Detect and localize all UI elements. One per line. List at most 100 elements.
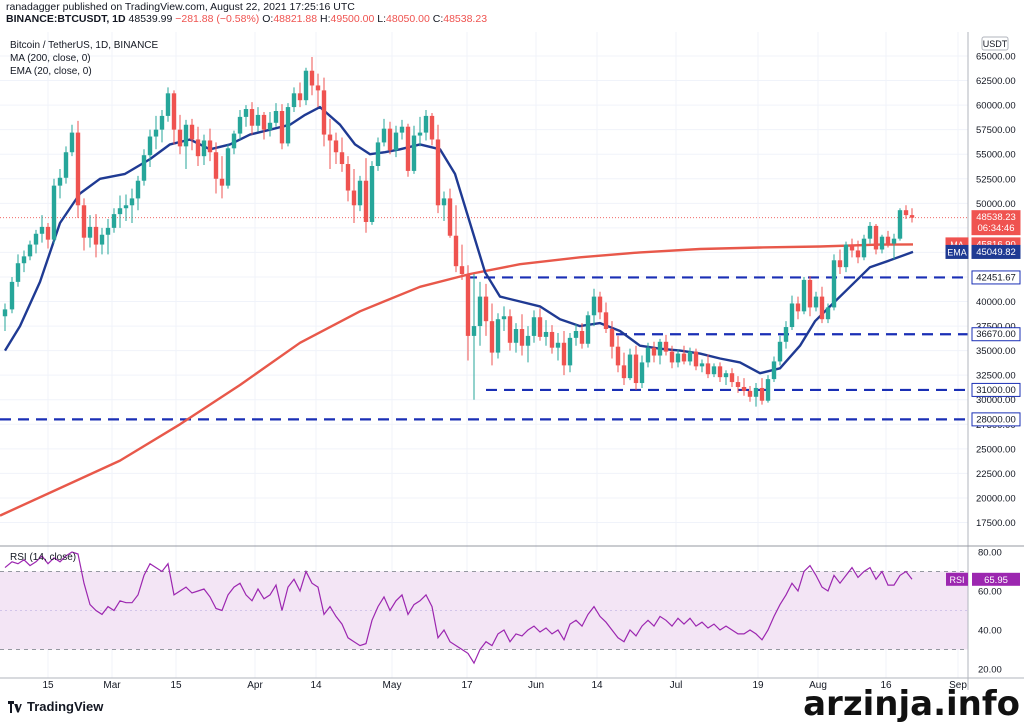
candle[interactable] [537,308,543,341]
candle[interactable] [543,320,549,346]
candle[interactable] [513,323,519,353]
candle[interactable] [831,254,837,311]
candle[interactable] [657,338,663,365]
candle[interactable] [237,110,243,140]
candle[interactable] [375,137,381,171]
candle[interactable] [891,233,897,260]
candle[interactable] [585,311,591,348]
candle[interactable] [195,126,201,166]
candle[interactable] [465,265,471,361]
candle[interactable] [9,276,15,314]
candle[interactable] [63,146,69,184]
candle[interactable] [33,229,39,254]
candle[interactable] [753,383,759,407]
candle[interactable] [15,254,21,287]
candle[interactable] [417,116,423,147]
candle[interactable] [93,214,99,258]
candle[interactable] [21,250,27,273]
candle[interactable] [255,107,261,132]
candle[interactable] [633,345,639,390]
candle[interactable] [567,332,573,373]
candle[interactable] [879,234,885,254]
candle[interactable] [381,118,387,147]
candle[interactable] [285,103,291,147]
candle[interactable] [807,275,813,317]
candle[interactable] [639,355,645,388]
candle[interactable] [441,191,447,221]
candle[interactable] [363,158,369,233]
candle[interactable] [813,291,819,312]
price-label-level[interactable]: 42451.67 [971,270,1021,285]
candle[interactable] [669,345,675,369]
candle[interactable] [573,324,579,346]
candle[interactable] [909,208,915,223]
candle[interactable] [687,347,693,366]
candle[interactable] [795,296,801,320]
candle[interactable] [219,156,225,199]
candle[interactable] [345,156,351,202]
candle[interactable] [903,205,909,220]
candle[interactable] [873,223,879,255]
candle[interactable] [663,334,669,356]
candle[interactable] [651,341,657,363]
tradingview-logo[interactable]: TradingView [8,699,103,714]
candle[interactable] [303,67,309,106]
candle[interactable] [699,359,705,373]
candle[interactable] [597,291,603,320]
candle[interactable] [867,221,873,244]
candle[interactable] [225,144,231,189]
candle[interactable] [825,303,831,324]
candle[interactable] [561,330,567,376]
main-pane[interactable] [0,32,968,545]
candle[interactable] [819,286,825,324]
candle[interactable] [111,208,117,233]
candle[interactable] [453,205,459,273]
candle[interactable] [675,349,681,368]
candle[interactable] [495,313,501,359]
candle[interactable] [369,161,375,225]
candle[interactable] [843,241,849,273]
candle[interactable] [177,114,183,155]
candle[interactable] [273,103,279,127]
candle[interactable] [261,111,267,140]
candle[interactable] [39,215,45,243]
candle[interactable] [693,348,699,371]
price-label-ema[interactable]: 45049.82 EMA [945,244,1021,259]
candle[interactable] [627,348,633,381]
candle[interactable] [615,335,621,373]
candle[interactable] [435,124,441,214]
candle[interactable] [429,112,435,146]
candle[interactable] [297,82,303,108]
candle[interactable] [861,234,867,261]
price-label-level[interactable]: 31000.00 [971,382,1021,397]
candle[interactable] [855,240,861,264]
candle[interactable] [897,208,903,241]
candle[interactable] [99,227,105,255]
candle[interactable] [459,244,465,280]
candle[interactable] [777,335,783,366]
candle[interactable] [27,240,33,261]
candle[interactable] [321,77,327,147]
candle[interactable] [147,129,153,167]
candle[interactable] [57,168,63,199]
candle[interactable] [243,105,249,127]
candle[interactable] [447,188,453,238]
candle[interactable] [387,121,393,155]
candle[interactable] [717,362,723,383]
candle[interactable] [765,375,771,403]
price-label-level[interactable]: 36670.00 [971,327,1021,342]
candle[interactable] [645,342,651,368]
candle[interactable] [2,303,8,331]
candle[interactable] [405,123,411,177]
candle[interactable] [681,345,687,365]
candle[interactable] [609,321,615,359]
candle[interactable] [885,230,891,248]
candle[interactable] [525,326,531,363]
candle[interactable] [45,222,51,249]
candle[interactable] [621,352,627,386]
candle[interactable] [153,115,159,150]
candle[interactable] [291,87,297,112]
candle[interactable] [741,378,747,396]
